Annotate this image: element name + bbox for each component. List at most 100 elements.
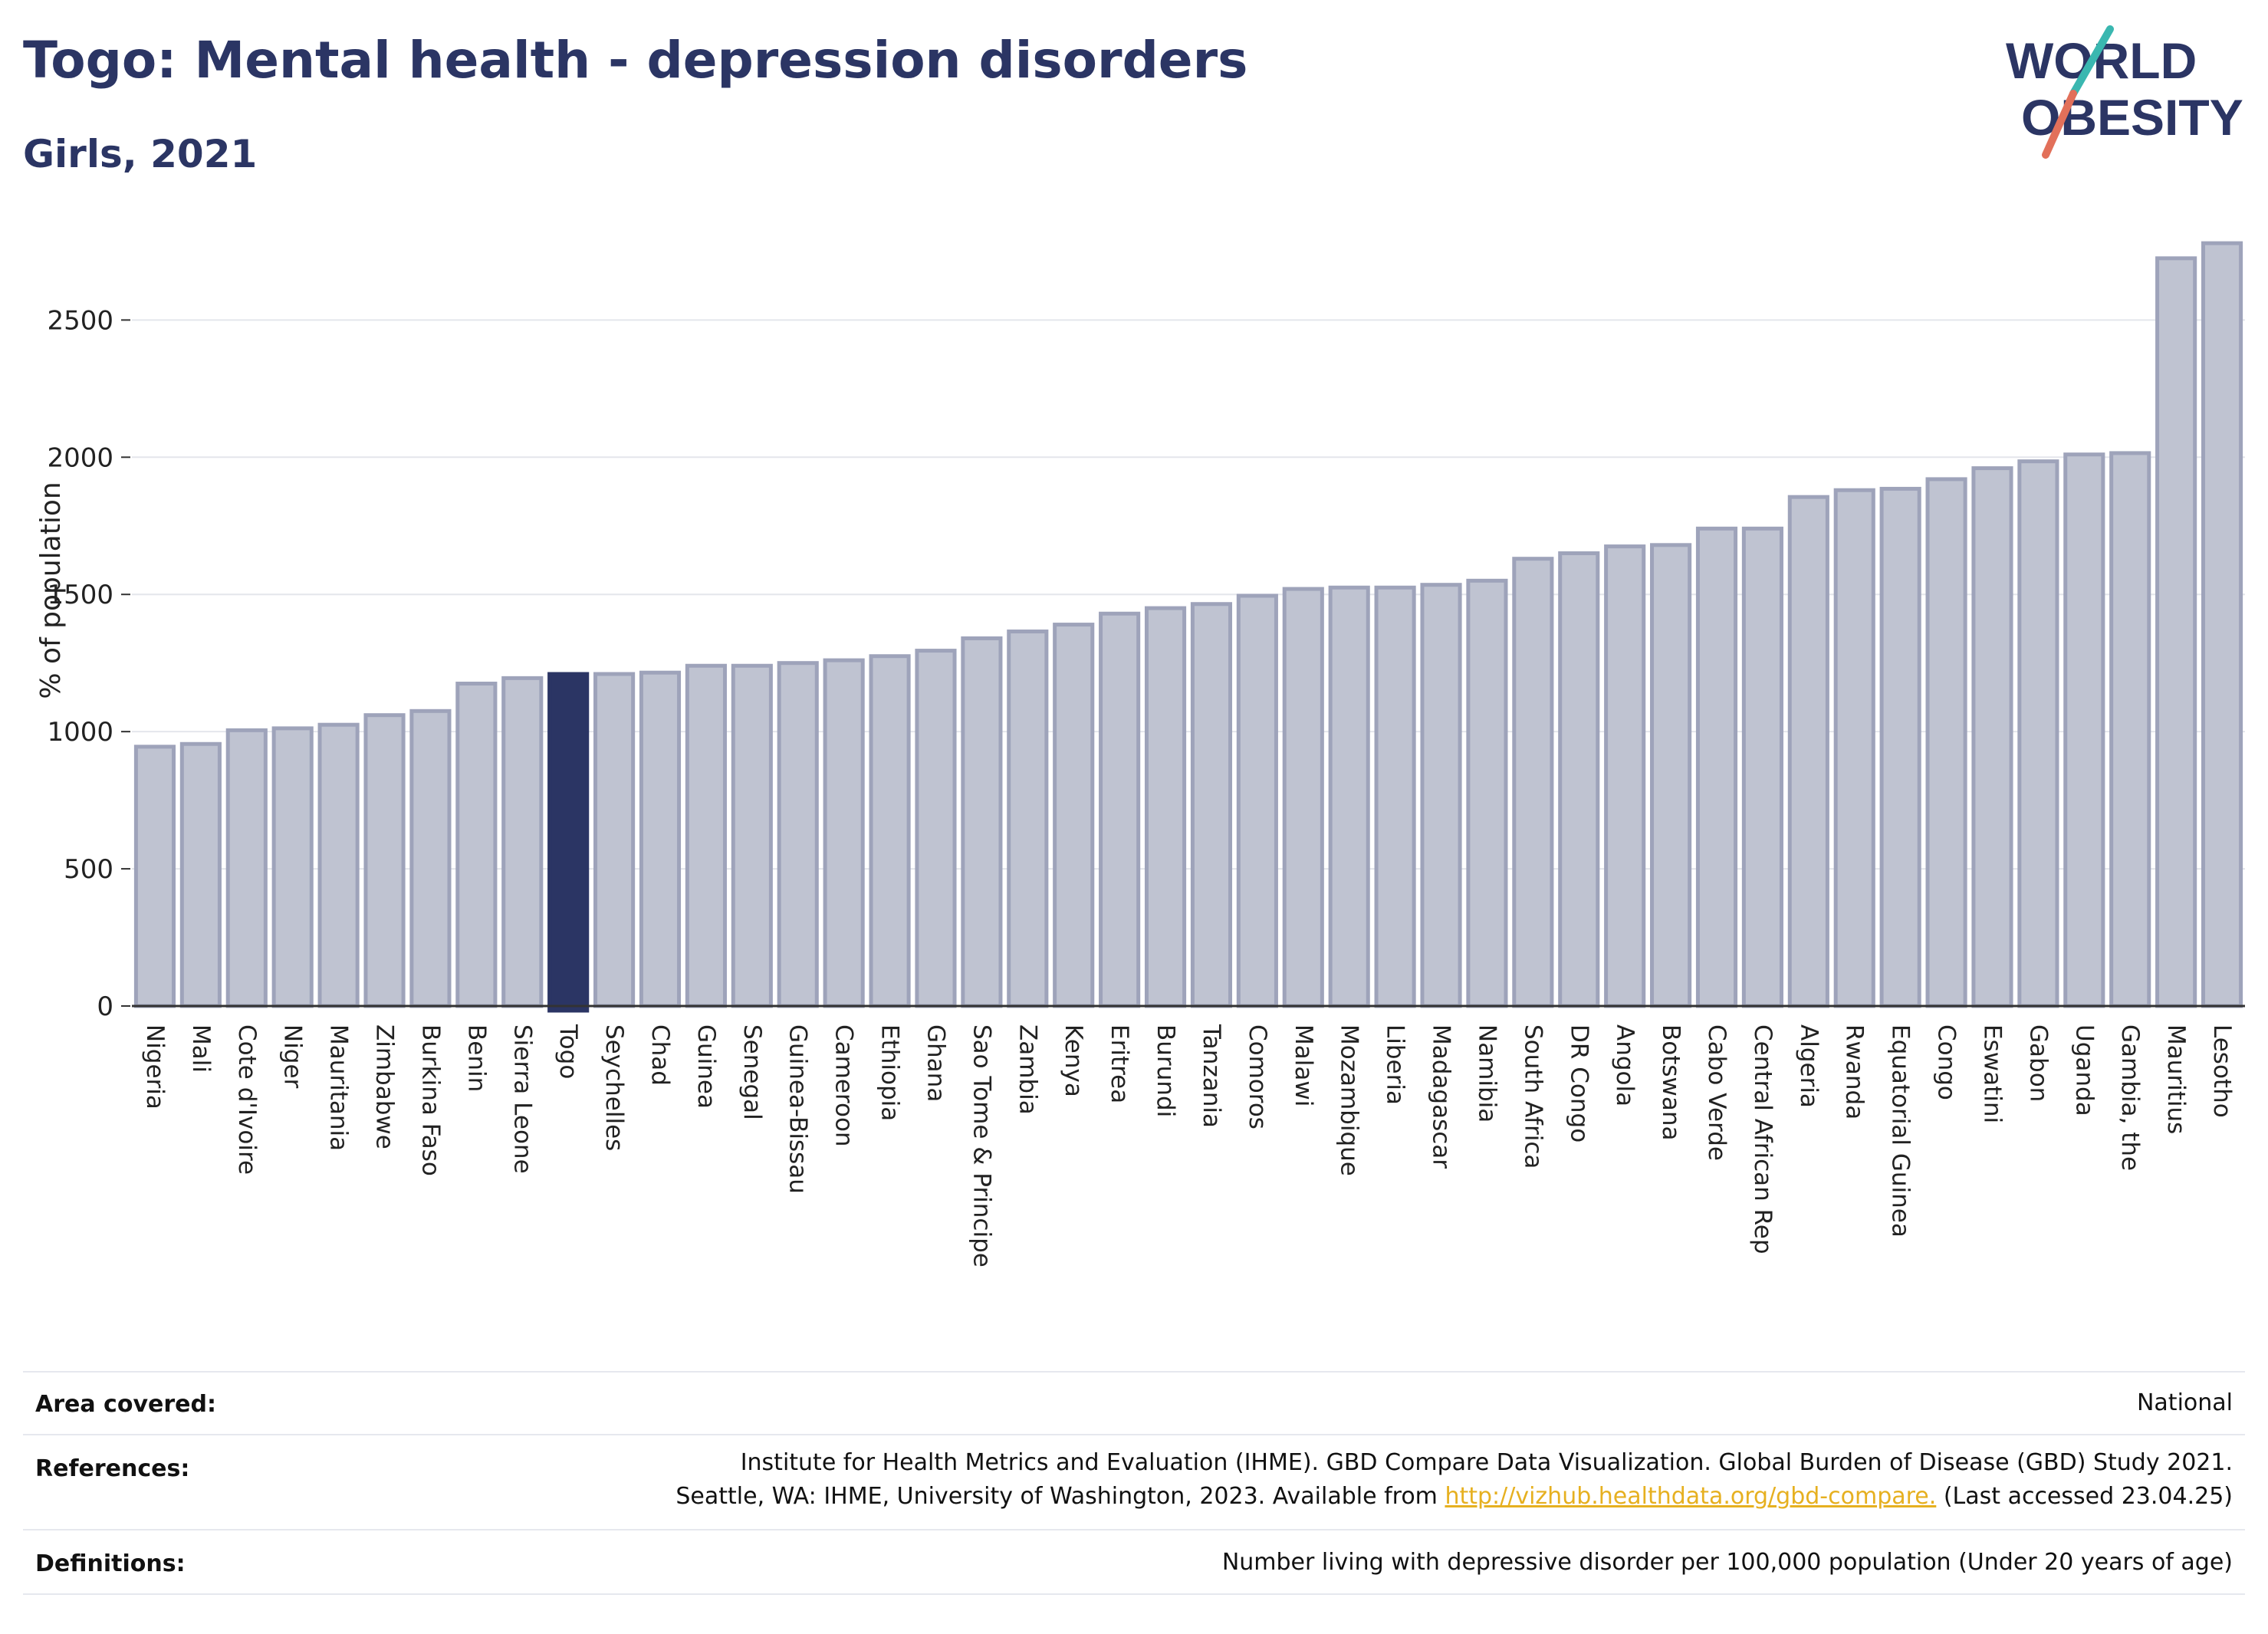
y-tick-label: 500 (64, 854, 113, 885)
bar-sierra-leone (501, 676, 544, 1008)
x-tick-label: Sao Tome & Principe (968, 1024, 995, 1267)
bar-mozambique (1328, 585, 1370, 1008)
info-table: Area covered: National References: Insti… (23, 1371, 2245, 1601)
references-line1: Institute for Health Metrics and Evaluat… (740, 1449, 2233, 1476)
bar-nigeria (133, 745, 176, 1008)
x-tick-label: Algeria (1795, 1024, 1823, 1108)
bar-rwanda (1833, 488, 1875, 1008)
y-tick-label: 2000 (47, 442, 113, 473)
x-tick-label: Guinea-Bissau (784, 1024, 812, 1194)
bar-central-african-rep (1741, 526, 1783, 1008)
x-tick-label: Mozambique (1336, 1024, 1363, 1176)
x-tick-label: Mali (187, 1024, 215, 1073)
bar-gabon (2017, 459, 2059, 1008)
bar-zambia (1007, 630, 1049, 1008)
bar-senegal (731, 663, 773, 1008)
bar-madagascar (1420, 583, 1462, 1008)
bar-ghana (915, 649, 957, 1008)
x-tick-label: Comoros (1244, 1024, 1271, 1129)
bar-angola (1604, 544, 1646, 1008)
bar-equatorial-guinea (1879, 486, 1921, 1008)
x-tick-label: Togo (554, 1024, 582, 1079)
bar-mauritania (317, 722, 360, 1008)
bar-comoros (1236, 593, 1278, 1008)
bar-algeria (1787, 495, 1829, 1008)
x-tick-label: Namibia (1473, 1024, 1500, 1123)
definitions-value: Number living with depressive disorder p… (1221, 1549, 2233, 1576)
x-tick-label: Kenya (1060, 1024, 1087, 1097)
x-tick-label: Nigeria (141, 1024, 169, 1110)
x-tick-label: Angola (1611, 1024, 1639, 1106)
x-tick-label: Burkina Faso (416, 1024, 444, 1176)
bar-benin (455, 682, 498, 1008)
x-tick-label: Mauritania (325, 1024, 353, 1151)
bar-lesotho (2201, 241, 2243, 1008)
bar-liberia (1374, 585, 1416, 1008)
bar-cote-d-ivoire (225, 728, 268, 1008)
logo-slash-top (2069, 25, 2114, 97)
x-tick-label: Chad (646, 1024, 674, 1086)
bar-namibia (1466, 578, 1508, 1008)
bar-seychelles (593, 672, 636, 1008)
x-tick-label: Cabo Verde (1703, 1024, 1731, 1161)
x-tick-label: Zambia (1014, 1024, 1041, 1115)
x-tick-label: Senegal (738, 1024, 766, 1120)
x-tick-label: Niger (279, 1024, 307, 1089)
bar-cabo-verde (1695, 526, 1738, 1008)
x-tick-label: Ghana (922, 1024, 949, 1102)
bar-botswana (1650, 543, 1692, 1008)
x-tick-label: Mauritius (2162, 1024, 2190, 1134)
bar-burundi (1144, 606, 1187, 1008)
bar-chad (639, 670, 682, 1008)
x-tick-label: Cameroon (830, 1024, 858, 1147)
bar-cameroon (823, 658, 865, 1008)
area-label: Area covered: (35, 1391, 216, 1418)
x-tick-label: Benin (462, 1024, 490, 1092)
area-value: National (2136, 1389, 2233, 1416)
references-value: Institute for Health Metrics and Evaluat… (675, 1446, 2233, 1514)
info-row-area: Area covered: National (23, 1371, 2245, 1435)
x-tick-label: Equatorial Guinea (1887, 1024, 1915, 1238)
x-tick-label: Eswatini (1978, 1024, 2006, 1123)
bar-togo (547, 672, 590, 1013)
bar-tanzania (1190, 602, 1233, 1008)
world-obesity-logo: WORLD OBESITY (2006, 25, 2243, 159)
x-axis-ticks: Nigeria Mali Cote d'Ivoire Niger Mauritania Z… (141, 1024, 2236, 1267)
bar-chart: 0 500 1000 1500 2000 2500 Nigeria Mali Cote d'I… (35, 241, 2245, 1267)
logo-slash-bottom (2042, 90, 2077, 159)
x-tick-label: Cote d'Ivoire (233, 1024, 261, 1175)
bar-kenya (1053, 623, 1095, 1008)
y-tick-label: 2500 (47, 305, 113, 336)
x-tick-label: Seychelles (600, 1024, 628, 1151)
bar-niger (271, 726, 314, 1008)
x-tick-label: Gabon (2024, 1024, 2052, 1102)
y-tick-label: 0 (97, 991, 113, 1022)
bar-eritrea (1099, 611, 1141, 1008)
bar-guinea (685, 663, 727, 1008)
x-tick-label: Guinea (692, 1024, 720, 1109)
bar-ethiopia (869, 654, 911, 1008)
x-tick-label: South Africa (1519, 1024, 1547, 1169)
x-tick-label: Liberia (1382, 1024, 1409, 1105)
references-link[interactable]: http://vizhub.healthdata.org/gbd-compare… (1445, 1483, 1937, 1510)
bar-zimbabwe (363, 713, 406, 1008)
bar-congo (1925, 477, 1967, 1008)
bar-sao-tome-principe (961, 636, 1003, 1008)
bar-uganda (2063, 452, 2105, 1008)
bar-eswatini (1971, 466, 2013, 1008)
x-tick-label: Lesotho (2208, 1024, 2236, 1118)
x-tick-label: Ethiopia (876, 1024, 904, 1121)
x-tick-label: Madagascar (1428, 1024, 1455, 1169)
bar-gambia-the (2109, 451, 2151, 1008)
x-tick-label: DR Congo (1565, 1024, 1593, 1142)
info-row-definitions: Definitions: Number living with depressi… (23, 1529, 2245, 1595)
bar-malawi (1282, 587, 1324, 1008)
x-tick-label: Eritrea (1106, 1024, 1133, 1103)
bar-burkina-faso (409, 709, 452, 1008)
references-line2-pre: Seattle, WA: IHME, University of Washing… (675, 1483, 1445, 1510)
y-tick-label: 1000 (47, 717, 113, 748)
y-tick-label: 1500 (47, 580, 113, 610)
bar-dr-congo (1558, 551, 1600, 1008)
references-line2-post: (Last accessed 23.04.25) (1936, 1483, 2233, 1510)
bar-mali (179, 741, 222, 1008)
